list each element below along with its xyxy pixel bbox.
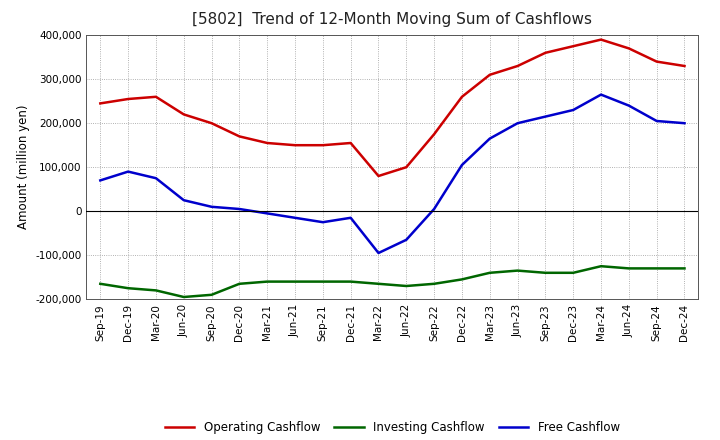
Y-axis label: Amount (million yen): Amount (million yen) xyxy=(17,105,30,229)
Operating Cashflow xyxy=(569,44,577,49)
Operating Cashflow xyxy=(402,165,410,170)
Free Cashflow xyxy=(96,178,104,183)
Investing Cashflow xyxy=(346,279,355,284)
Investing Cashflow xyxy=(207,292,216,297)
Operating Cashflow xyxy=(124,96,132,102)
Title: [5802]  Trend of 12-Month Moving Sum of Cashflows: [5802] Trend of 12-Month Moving Sum of C… xyxy=(192,12,593,27)
Free Cashflow xyxy=(318,220,327,225)
Free Cashflow xyxy=(152,176,161,181)
Free Cashflow xyxy=(374,250,383,256)
Line: Investing Cashflow: Investing Cashflow xyxy=(100,266,685,297)
Operating Cashflow xyxy=(207,121,216,126)
Operating Cashflow xyxy=(152,94,161,99)
Free Cashflow xyxy=(263,211,271,216)
Operating Cashflow xyxy=(513,63,522,69)
Free Cashflow xyxy=(458,162,467,168)
Investing Cashflow xyxy=(263,279,271,284)
Legend: Operating Cashflow, Investing Cashflow, Free Cashflow: Operating Cashflow, Investing Cashflow, … xyxy=(160,416,625,438)
Investing Cashflow xyxy=(430,281,438,286)
Operating Cashflow xyxy=(374,173,383,179)
Operating Cashflow xyxy=(291,143,300,148)
Free Cashflow xyxy=(207,204,216,209)
Operating Cashflow xyxy=(680,63,689,69)
Line: Operating Cashflow: Operating Cashflow xyxy=(100,40,685,176)
Free Cashflow xyxy=(402,237,410,242)
Free Cashflow xyxy=(179,198,188,203)
Line: Free Cashflow: Free Cashflow xyxy=(100,95,685,253)
Operating Cashflow xyxy=(96,101,104,106)
Investing Cashflow xyxy=(152,288,161,293)
Free Cashflow xyxy=(346,215,355,220)
Investing Cashflow xyxy=(291,279,300,284)
Operating Cashflow xyxy=(624,46,633,51)
Investing Cashflow xyxy=(569,270,577,275)
Free Cashflow xyxy=(624,103,633,108)
Operating Cashflow xyxy=(652,59,661,64)
Investing Cashflow xyxy=(513,268,522,273)
Operating Cashflow xyxy=(346,140,355,146)
Operating Cashflow xyxy=(430,132,438,137)
Operating Cashflow xyxy=(485,72,494,77)
Operating Cashflow xyxy=(318,143,327,148)
Investing Cashflow xyxy=(235,281,243,286)
Free Cashflow xyxy=(652,118,661,124)
Operating Cashflow xyxy=(541,50,550,55)
Free Cashflow xyxy=(680,121,689,126)
Investing Cashflow xyxy=(485,270,494,275)
Operating Cashflow xyxy=(597,37,606,42)
Investing Cashflow xyxy=(597,264,606,269)
Free Cashflow xyxy=(597,92,606,97)
Investing Cashflow xyxy=(652,266,661,271)
Investing Cashflow xyxy=(318,279,327,284)
Investing Cashflow xyxy=(179,294,188,300)
Free Cashflow xyxy=(124,169,132,174)
Free Cashflow xyxy=(541,114,550,119)
Investing Cashflow xyxy=(458,277,467,282)
Investing Cashflow xyxy=(374,281,383,286)
Free Cashflow xyxy=(513,121,522,126)
Investing Cashflow xyxy=(680,266,689,271)
Investing Cashflow xyxy=(96,281,104,286)
Free Cashflow xyxy=(291,215,300,220)
Free Cashflow xyxy=(235,206,243,212)
Free Cashflow xyxy=(569,107,577,113)
Operating Cashflow xyxy=(179,112,188,117)
Investing Cashflow xyxy=(624,266,633,271)
Investing Cashflow xyxy=(541,270,550,275)
Operating Cashflow xyxy=(263,140,271,146)
Free Cashflow xyxy=(485,136,494,141)
Operating Cashflow xyxy=(458,94,467,99)
Investing Cashflow xyxy=(402,283,410,289)
Free Cashflow xyxy=(430,206,438,212)
Operating Cashflow xyxy=(235,134,243,139)
Investing Cashflow xyxy=(124,286,132,291)
